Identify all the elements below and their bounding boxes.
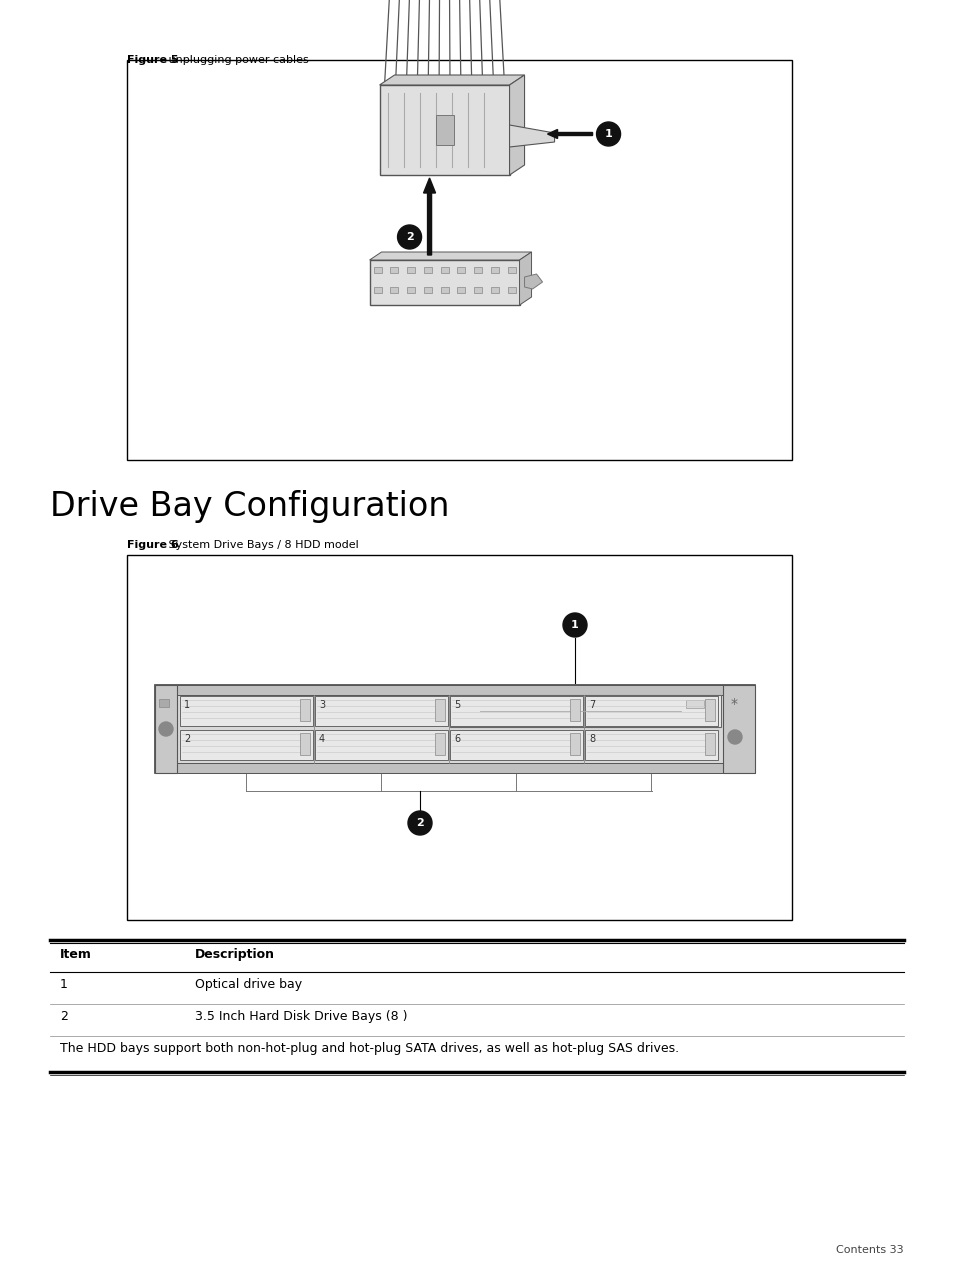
Text: unplugging power cables: unplugging power cables xyxy=(165,55,309,65)
Text: 6: 6 xyxy=(454,734,459,744)
Text: Item: Item xyxy=(60,947,91,961)
Polygon shape xyxy=(509,75,524,175)
Text: 7: 7 xyxy=(588,700,595,710)
Text: The HDD bays support both non-hot-plug and hot-plug SATA drives, as well as hot-: The HDD bays support both non-hot-plug a… xyxy=(60,1041,679,1055)
Bar xyxy=(584,696,718,726)
Bar xyxy=(440,287,448,293)
Text: 1: 1 xyxy=(184,700,190,710)
Circle shape xyxy=(408,812,432,834)
Bar xyxy=(569,698,579,721)
Text: 3.5 Inch Hard Disk Drive Bays (8 ): 3.5 Inch Hard Disk Drive Bays (8 ) xyxy=(194,1010,407,1024)
Bar xyxy=(436,116,453,145)
Text: Description: Description xyxy=(194,947,274,961)
Bar xyxy=(374,287,381,293)
Bar xyxy=(435,733,444,754)
Text: Contents 33: Contents 33 xyxy=(836,1245,903,1255)
Circle shape xyxy=(596,122,619,146)
Bar xyxy=(407,267,415,273)
Bar xyxy=(569,733,579,754)
Circle shape xyxy=(727,730,741,744)
Bar xyxy=(154,763,754,773)
Bar xyxy=(474,287,481,293)
Polygon shape xyxy=(524,274,542,290)
Bar xyxy=(490,267,498,273)
Bar xyxy=(704,698,714,721)
Text: Optical drive bay: Optical drive bay xyxy=(194,978,302,991)
Bar xyxy=(127,60,791,460)
Circle shape xyxy=(397,225,421,249)
Bar xyxy=(423,267,432,273)
Text: *: * xyxy=(730,697,738,711)
Bar xyxy=(423,287,432,293)
Bar xyxy=(299,733,310,754)
Bar xyxy=(154,685,177,773)
Bar xyxy=(390,287,398,293)
Bar xyxy=(299,698,310,721)
Bar xyxy=(440,267,448,273)
Polygon shape xyxy=(519,251,531,305)
Bar xyxy=(314,730,448,759)
Bar xyxy=(180,730,313,759)
Bar xyxy=(407,287,415,293)
Text: Figure 6: Figure 6 xyxy=(127,540,178,550)
Bar xyxy=(685,700,703,707)
Bar xyxy=(507,267,515,273)
Bar xyxy=(180,696,313,726)
Text: Drive Bay Configuration: Drive Bay Configuration xyxy=(50,490,449,523)
Circle shape xyxy=(159,723,172,737)
Bar xyxy=(127,555,791,919)
Bar xyxy=(374,267,381,273)
Polygon shape xyxy=(369,251,531,260)
Text: 4: 4 xyxy=(318,734,325,744)
Text: 2: 2 xyxy=(60,1010,68,1024)
Text: 2: 2 xyxy=(184,734,190,744)
Text: 1: 1 xyxy=(60,978,68,991)
Bar xyxy=(722,685,754,773)
Bar xyxy=(369,260,519,305)
FancyArrow shape xyxy=(423,178,436,255)
Bar xyxy=(507,287,515,293)
Bar xyxy=(154,685,754,695)
Circle shape xyxy=(562,613,586,638)
Bar xyxy=(490,287,498,293)
Bar xyxy=(704,733,714,754)
Bar xyxy=(154,685,754,773)
Polygon shape xyxy=(379,75,524,85)
Bar xyxy=(456,287,465,293)
Bar xyxy=(450,696,582,726)
Bar xyxy=(390,267,398,273)
Polygon shape xyxy=(509,124,554,147)
Text: 3: 3 xyxy=(318,700,325,710)
Text: 1: 1 xyxy=(571,620,578,630)
Text: 2: 2 xyxy=(416,818,423,828)
Bar xyxy=(159,698,169,707)
Bar xyxy=(584,730,718,759)
Bar xyxy=(474,267,481,273)
Bar xyxy=(450,730,582,759)
Text: Figure 5: Figure 5 xyxy=(127,55,178,65)
Text: 5: 5 xyxy=(454,700,459,710)
Bar xyxy=(435,698,444,721)
Text: 1: 1 xyxy=(604,130,612,138)
Bar xyxy=(456,267,465,273)
Text: 2: 2 xyxy=(405,232,413,243)
Text: System Drive Bays / 8 HDD model: System Drive Bays / 8 HDD model xyxy=(165,540,358,550)
Bar xyxy=(314,696,448,726)
FancyArrow shape xyxy=(547,130,592,138)
Bar xyxy=(450,695,720,726)
Text: 8: 8 xyxy=(588,734,595,744)
Bar xyxy=(379,85,509,175)
